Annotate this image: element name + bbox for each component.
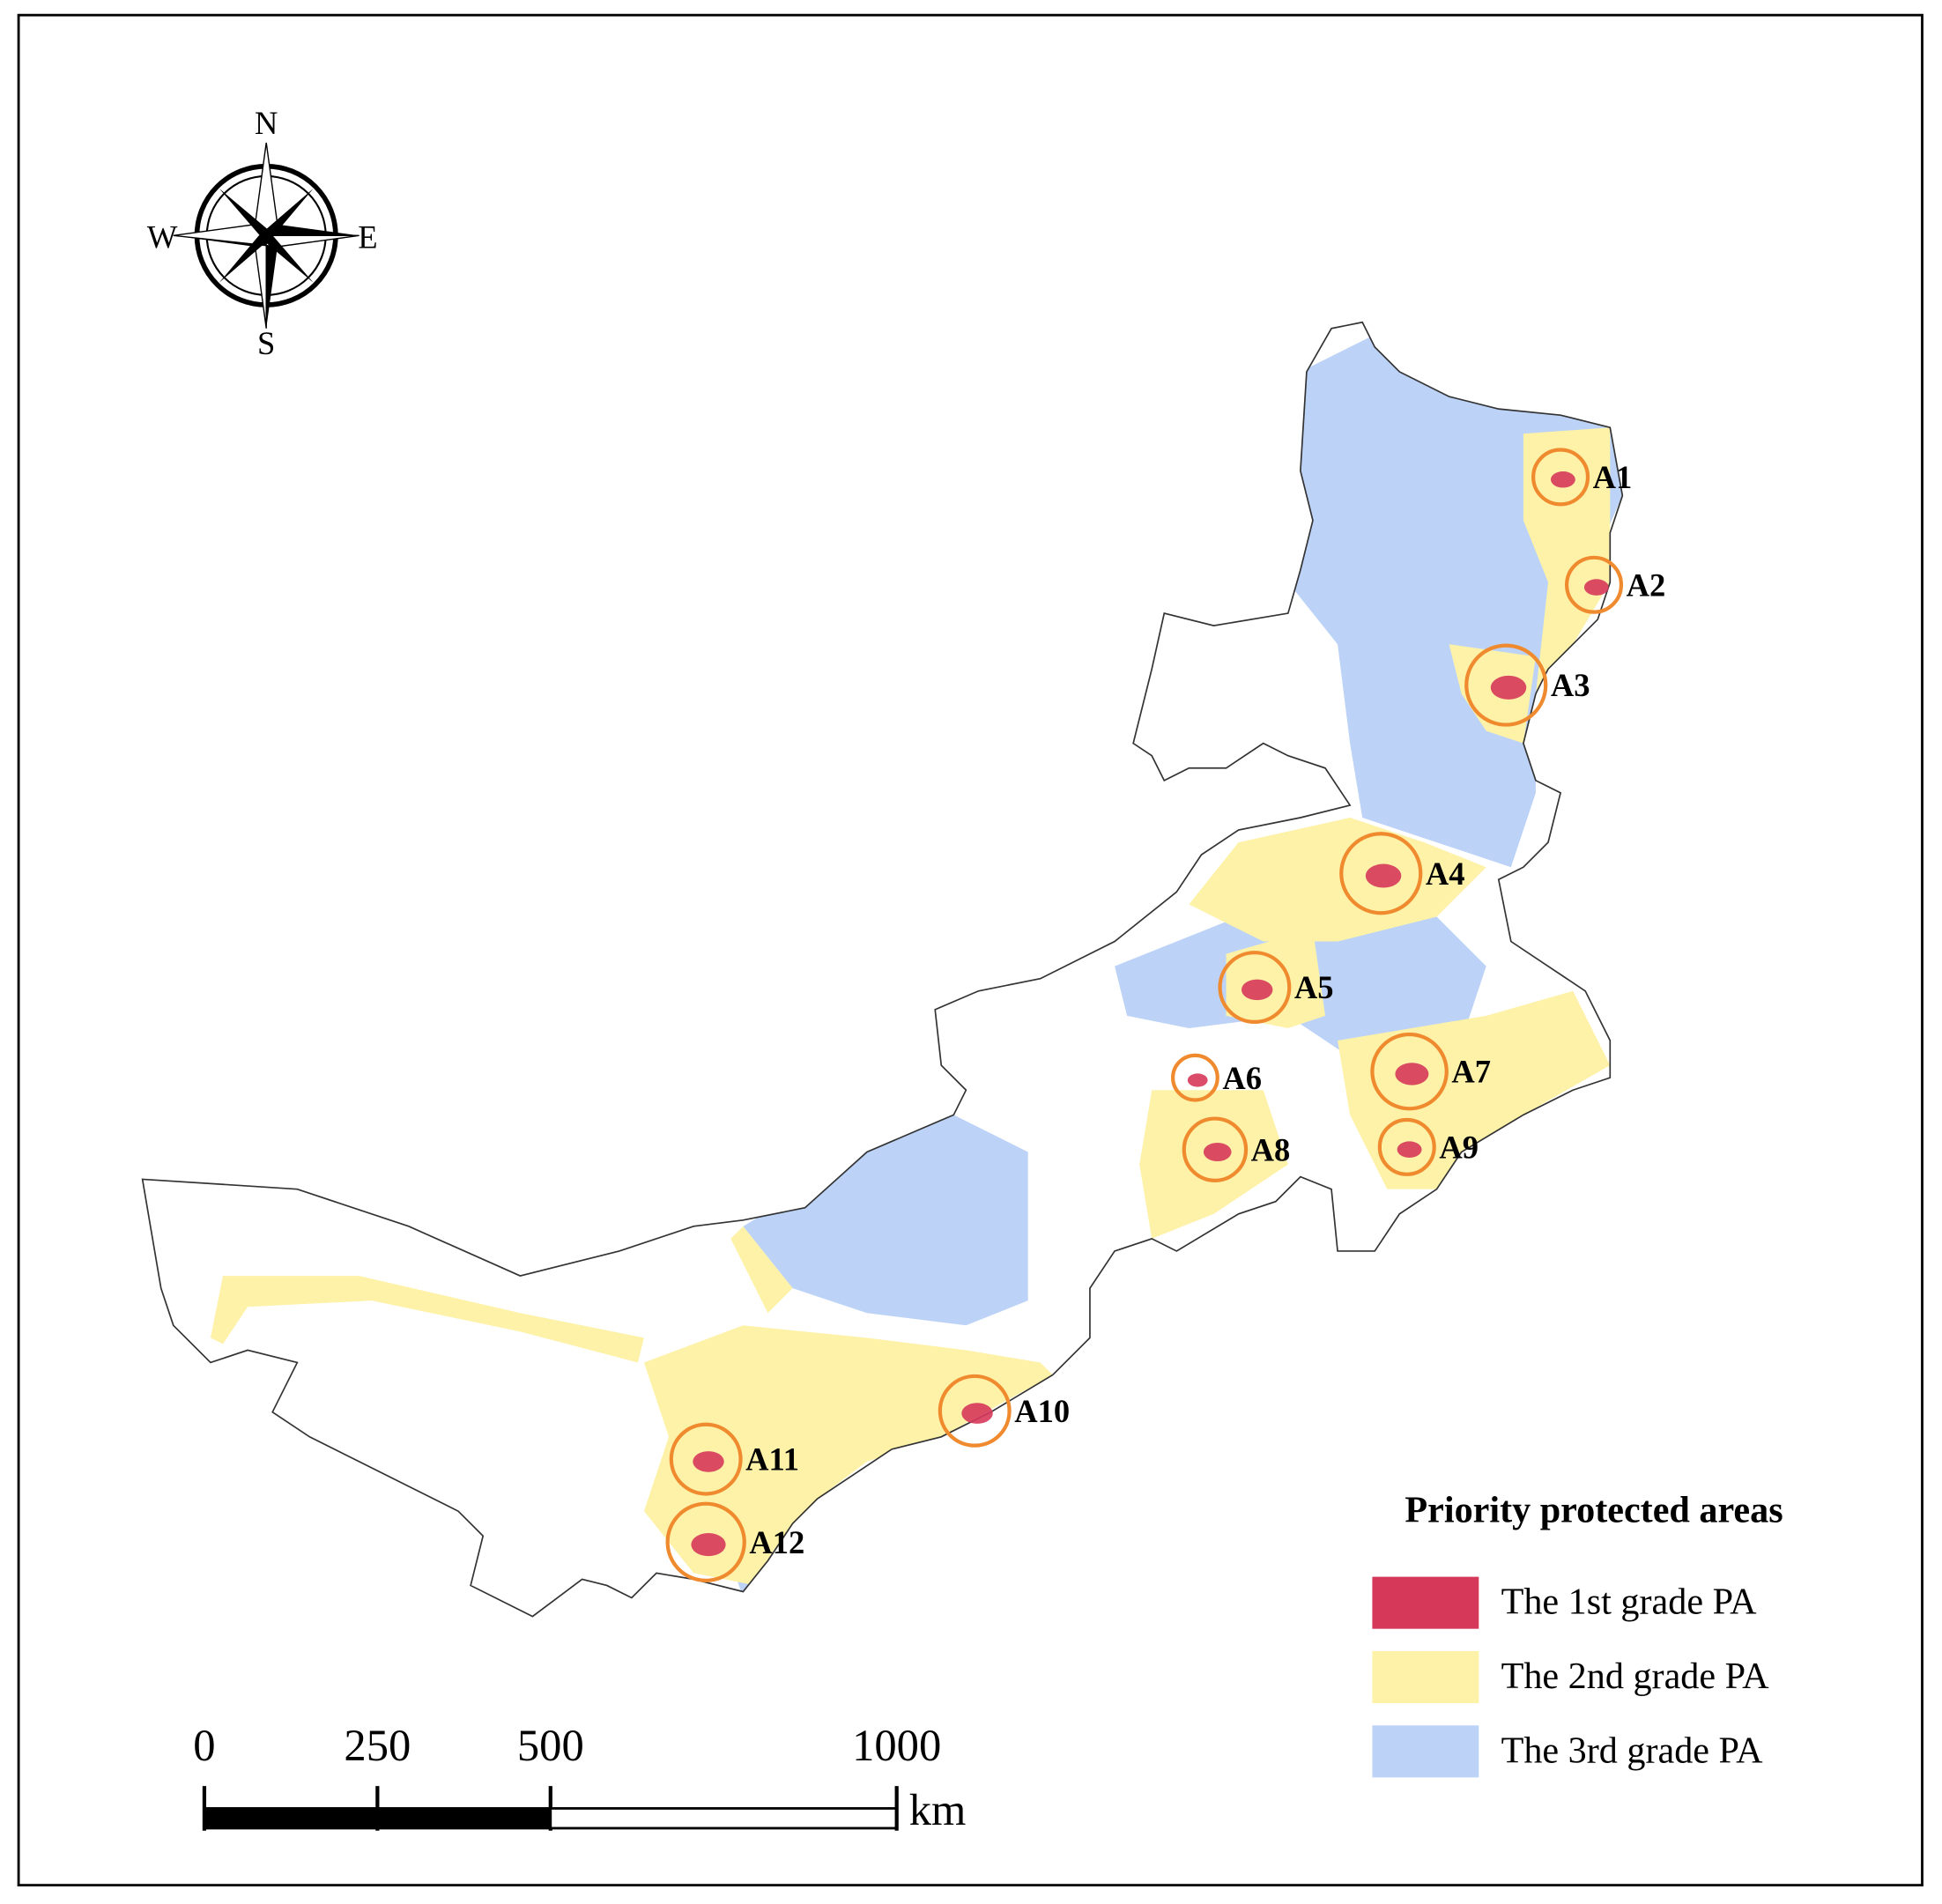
grade1-patch	[1550, 470, 1575, 488]
scale-label: 250	[344, 1721, 411, 1770]
area-label: A2	[1627, 567, 1666, 603]
area-circle	[1377, 1117, 1436, 1176]
grade2-zone	[210, 1276, 644, 1363]
area-circle	[938, 1374, 1012, 1448]
area-circle	[1564, 555, 1624, 614]
area-circle	[1218, 951, 1292, 1025]
area-circle	[1531, 448, 1590, 507]
grade1-patch	[1203, 1142, 1232, 1162]
area-label: A7	[1451, 1054, 1491, 1090]
scale-label: 1000	[852, 1721, 941, 1770]
legend-label: The 3rd grade PA	[1501, 1730, 1764, 1771]
compass-label: W	[147, 219, 178, 255]
scale-bar: 0 250 500 1000 km	[193, 1721, 966, 1834]
area-circle	[669, 1422, 743, 1496]
grade2-zone	[1139, 1090, 1288, 1239]
legend-title: Priority protected areas	[1405, 1490, 1783, 1531]
area-label: A8	[1251, 1131, 1291, 1167]
compass-rose: N S E W	[147, 105, 378, 361]
region-outline	[141, 321, 1624, 1618]
legend-label: The 1st grade PA	[1501, 1582, 1758, 1623]
area-label: A3	[1551, 667, 1590, 703]
grade1-patch	[1187, 1073, 1208, 1087]
area-label: A10	[1014, 1393, 1070, 1429]
grade1-patch	[1490, 675, 1527, 700]
area-label: A12	[749, 1524, 804, 1560]
scale-unit: km	[909, 1785, 967, 1834]
legend-swatch	[1372, 1576, 1479, 1629]
area-label: A6	[1222, 1060, 1262, 1096]
frame	[17, 13, 1923, 1887]
area-circle	[1339, 832, 1423, 915]
compass-label: E	[358, 219, 377, 255]
area-circle	[1182, 1116, 1249, 1182]
grade1-patch	[1365, 863, 1402, 888]
grade1-patch	[1583, 579, 1609, 596]
legend-swatch	[1372, 1650, 1479, 1704]
area-circle	[1464, 643, 1548, 727]
scale-label: 0	[193, 1721, 215, 1770]
grade2-zone	[1338, 990, 1611, 1189]
region-fill	[142, 322, 1623, 1617]
grade2-zone	[643, 1325, 1053, 1586]
grade1-patch	[961, 1403, 993, 1424]
legend-swatch	[1372, 1725, 1479, 1778]
grade1-patch	[1241, 979, 1273, 1001]
area-circle	[1171, 1053, 1219, 1102]
area-circle	[665, 1501, 746, 1582]
area-label: A5	[1294, 969, 1334, 1005]
scale-segment	[549, 1807, 899, 1830]
grade2-zone	[730, 1226, 793, 1314]
area-label: A11	[745, 1441, 799, 1478]
area-label: A4	[1426, 856, 1465, 892]
area-circle	[1370, 1032, 1449, 1111]
grade2-zone	[1523, 427, 1611, 694]
compass-label: N	[255, 105, 278, 141]
area-label: A9	[1439, 1129, 1479, 1165]
grade3-zone	[743, 1115, 1028, 1326]
area-label: A1	[1593, 459, 1633, 495]
grade1-patch	[693, 1451, 724, 1472]
scale-segment	[203, 1807, 379, 1830]
grade1-patch	[1395, 1063, 1429, 1085]
grade1-patch	[691, 1533, 726, 1557]
legend-label: The 2nd grade PA	[1501, 1656, 1770, 1697]
scale-label: 500	[517, 1721, 584, 1770]
scale-segment	[375, 1807, 552, 1830]
compass-label: S	[257, 325, 275, 361]
grade1-patch	[1397, 1141, 1422, 1158]
